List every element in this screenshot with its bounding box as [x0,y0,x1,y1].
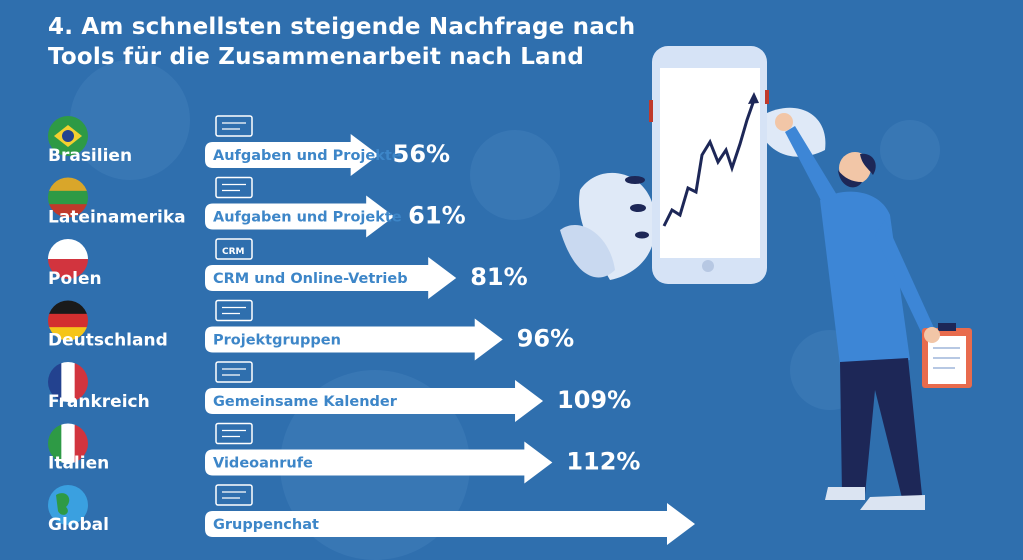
tool-label: Aufgaben und Projekte [213,148,402,164]
title-line-2: Tools für die Zusammenarbeit nach Land [48,44,585,70]
virus-decoration [70,60,190,180]
flag-brazil [48,116,88,156]
checklist-icon [215,176,253,199]
graph-arrowhead [748,92,759,104]
bar-arrow [205,257,457,299]
man-arm [875,220,935,336]
phone-home-button [702,260,714,272]
group-icon [215,299,253,322]
bar-arrow [205,503,695,545]
title-line-1: 4. Am schnellsten steigende Nachfrage na… [48,14,636,40]
bar-arrow [205,380,544,422]
value-label: 112% [566,448,640,476]
crm-icon [215,238,253,260]
man-hand [775,113,793,131]
bar-chart: Brasilien Aufgaben und Projekte56%Lateina… [48,115,695,545]
bar-row: Frankreich Gemeinsame Kalender 109% [48,361,631,422]
chart-title: 4. Am schnellsten steigende Nachfrage na… [48,12,668,72]
man-arm [785,126,840,210]
flag-italy [48,423,88,464]
country-label: Italien [48,454,109,474]
man-shoe [825,487,865,500]
flag-france [48,362,88,402]
man-hand [924,327,940,343]
phone-button [649,100,653,122]
tool-label: Videoanrufe [213,456,313,472]
rising-graph-line [662,99,756,227]
bar-row: Italien Videoanrufe 112% [48,422,640,484]
bar-arrow [205,195,395,238]
virus-decoration [880,120,940,180]
bar-arrow [205,318,503,361]
calendar-icon [215,361,253,383]
value-label: 56% [393,140,450,168]
bar-row: Polen CRM CRM und Online-Vetrieb 81% [48,238,528,299]
tool-label: CRM und Online-Vetrieb [213,271,408,287]
value-label: 109% [557,386,631,414]
chat-icon [215,484,253,506]
tool-label: Aufgaben und Projekte [213,210,402,226]
bar-row: GlobalGruppenchat158% [48,484,695,545]
flag-poland [48,239,88,279]
country-label: Brasilien [48,146,132,166]
video-call-icon [215,422,253,445]
man-beard [838,170,862,188]
value-label: 96% [517,325,574,353]
man-hair [860,153,876,175]
bar-arrow [205,134,379,176]
checklist-icon [215,115,253,137]
country-label: Deutschland [48,331,168,351]
tool-label: Projektgruppen [213,333,341,349]
tool-label: Gruppenchat [213,517,319,533]
bar-row: Lateinamerika Aufgaben und Projekte 61% [48,176,466,238]
globe-icon [48,485,88,525]
phone-illustration [560,46,972,510]
tool-label: Gemeinsame Kalender [213,394,398,410]
country-label: Global [48,515,109,535]
phone-button [765,90,769,104]
phone-screen [660,68,760,258]
country-label: Lateinamerika [48,208,186,228]
value-label: 61% [408,202,465,230]
value-label: 81% [470,263,527,291]
country-label: Frankreich [48,392,150,412]
man-shoe [860,495,925,510]
leaf-decoration [560,224,615,278]
bar-arrow [205,441,553,484]
country-label: Polen [48,269,102,289]
flag-latin-america [48,177,88,218]
flag-germany [48,300,88,341]
bar-row: Deutschland Projektgruppen 96% [48,299,574,361]
svg-text:CRM: CRM [222,247,245,257]
man-pants [840,358,922,498]
virus-decoration [470,130,560,220]
